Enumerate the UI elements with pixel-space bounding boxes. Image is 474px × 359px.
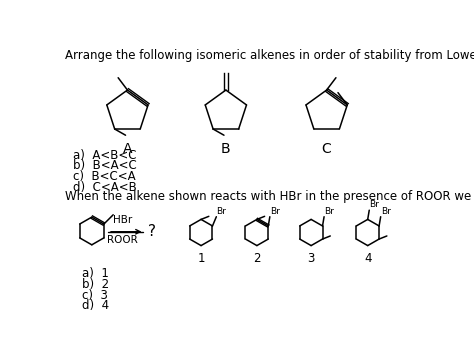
Text: b)  2: b) 2 (82, 278, 109, 291)
Text: Arrange the following isomeric alkenes in order of stability from Lowest to High: Arrange the following isomeric alkenes i… (65, 49, 474, 62)
Text: 3: 3 (308, 252, 315, 265)
Text: C: C (322, 143, 331, 157)
Text: Br: Br (369, 200, 379, 209)
Text: HBr: HBr (113, 215, 132, 225)
Text: d)  C<A<B: d) C<A<B (73, 181, 137, 194)
Text: 2: 2 (253, 252, 261, 265)
Text: B: B (221, 143, 231, 157)
Text: 4: 4 (364, 252, 372, 265)
Text: Br: Br (216, 207, 226, 216)
Text: Br: Br (270, 207, 280, 216)
Text: Br: Br (324, 207, 334, 216)
Text: a)  A<B<C: a) A<B<C (73, 149, 137, 162)
Text: d)  4: d) 4 (82, 299, 109, 312)
Text: Br: Br (381, 207, 391, 216)
Text: 1: 1 (197, 252, 205, 265)
Text: A: A (123, 143, 132, 157)
Text: ROOR: ROOR (108, 235, 138, 245)
Text: ?: ? (148, 224, 156, 239)
Text: When the alkene shown reacts with HBr in the presence of ROOR we can expect the : When the alkene shown reacts with HBr in… (65, 190, 474, 203)
Text: b)  B<A<C: b) B<A<C (73, 159, 137, 172)
Text: c)  3: c) 3 (82, 289, 109, 302)
Text: c)  B<C<A: c) B<C<A (73, 170, 136, 183)
Text: a)  1: a) 1 (82, 267, 109, 280)
